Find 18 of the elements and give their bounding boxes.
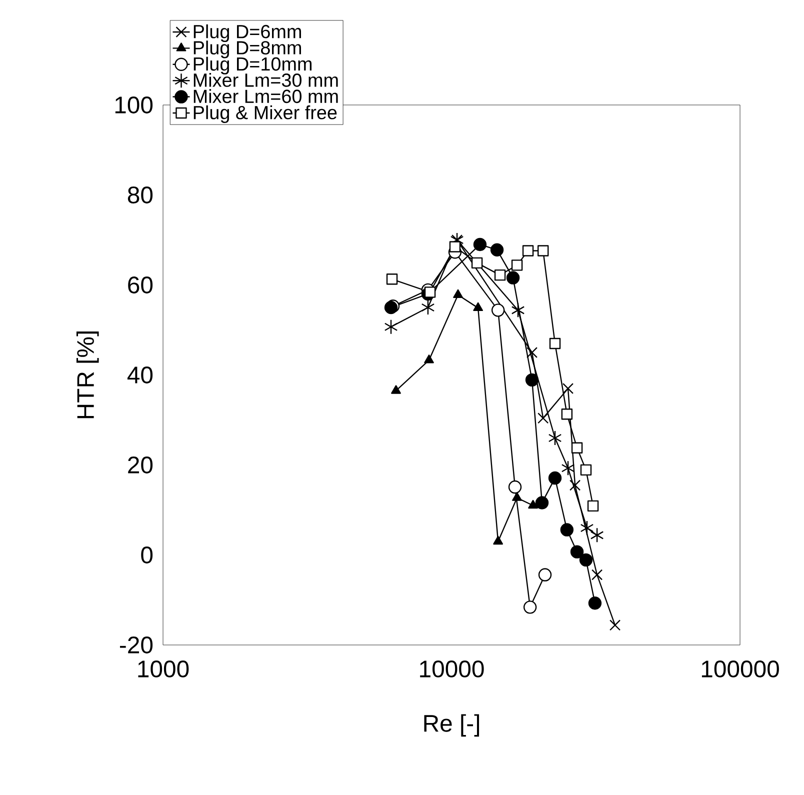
y-axis-title: HTR [%] — [76, 332, 99, 418]
y-tick-label: 0 — [141, 546, 153, 564]
x-tick-label: 1000 — [138, 660, 189, 678]
y-tick-label: 80 — [128, 186, 153, 204]
x-tick-label: 10000 — [420, 660, 484, 678]
x-axis-title: Re [-] — [424, 714, 480, 737]
y-tick-label: 40 — [127, 366, 153, 384]
y-tick-label: 100 — [115, 96, 153, 114]
legend-label: Plug D=6mm — [194, 24, 301, 42]
legend-label: Plug & Mixer free — [194, 105, 337, 124]
legend-label: Plug D=10mm — [194, 56, 312, 74]
y-tick-label: 60 — [128, 276, 153, 294]
legend-label: Mixer Lm=30 mm — [194, 72, 338, 87]
x-tick-label: 100000 — [702, 660, 779, 678]
legend-label: Plug D=8mm — [194, 40, 301, 58]
y-tick-label: 20 — [128, 456, 153, 474]
legend-label: Mixer Lm=60 mm — [194, 89, 338, 104]
y-tick-label: -20 — [120, 636, 153, 654]
